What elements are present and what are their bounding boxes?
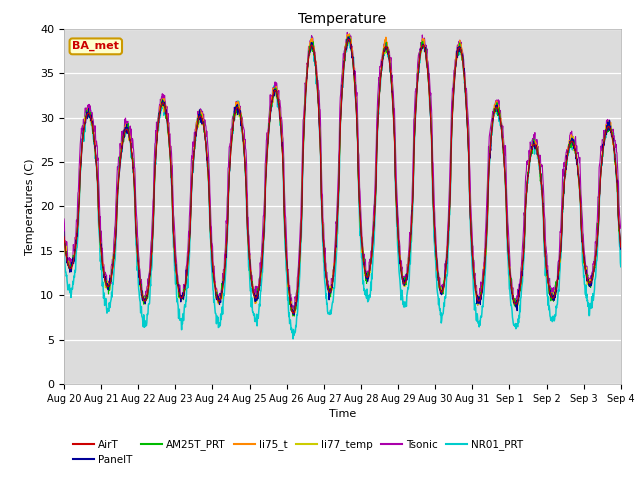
Title: Temperature: Temperature	[298, 12, 387, 26]
Y-axis label: Temperatures (C): Temperatures (C)	[24, 158, 35, 255]
Text: BA_met: BA_met	[72, 41, 119, 51]
Legend: AirT, PanelT, AM25T_PRT, li75_t, li77_temp, Tsonic, NR01_PRT: AirT, PanelT, AM25T_PRT, li75_t, li77_te…	[69, 435, 527, 469]
X-axis label: Time: Time	[329, 409, 356, 419]
